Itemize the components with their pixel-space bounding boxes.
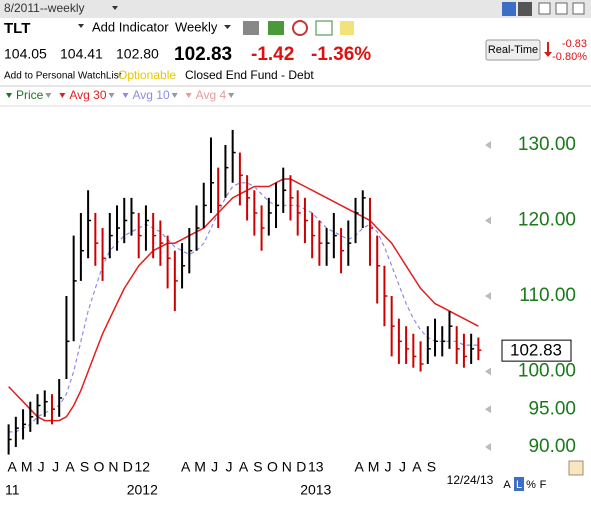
grid-icon[interactable] — [315, 20, 333, 36]
x-tick-label: N — [282, 459, 292, 475]
tick-mark — [485, 443, 491, 451]
maximize[interactable] — [555, 2, 568, 15]
moving-average — [8, 178, 479, 422]
date: 12/24/13 — [447, 473, 494, 487]
y-tick-label: 100.00 — [518, 361, 576, 382]
button[interactable]: L — [516, 479, 522, 491]
x-tick-label: S — [253, 459, 262, 475]
button[interactable]: F — [540, 479, 547, 491]
interval[interactable]: Weekly — [175, 19, 218, 34]
x-tick-label: M — [194, 459, 206, 475]
x-tick-label: A — [354, 459, 364, 475]
last-price-box — [501, 339, 572, 362]
x-tick-label: 12 — [135, 459, 151, 475]
x-tick-label: J — [226, 459, 233, 475]
tick-mark — [485, 292, 491, 300]
x-tick-label: J — [52, 459, 59, 475]
close[interactable] — [572, 2, 585, 15]
x-tick-label: O — [94, 459, 105, 475]
x-tick-label: 13 — [308, 459, 324, 475]
y-tick-label: 110.00 — [519, 285, 576, 306]
period[interactable]: 8/2011--weekly — [4, 1, 84, 15]
add-indicator[interactable]: Add Indicator — [92, 19, 169, 34]
moving-average — [8, 182, 479, 433]
last: 102.83 — [174, 44, 232, 65]
high: 104.41 — [60, 46, 103, 62]
x-tick-label: J — [38, 459, 45, 475]
year-label: 2012 — [127, 482, 158, 498]
bars-icon[interactable] — [268, 21, 284, 35]
tools-icon[interactable] — [243, 21, 259, 35]
x-tick-label: S — [427, 459, 436, 475]
button[interactable]: % — [526, 479, 536, 491]
x-tick-label: A — [65, 459, 75, 475]
y-tick-label: 130.00 — [518, 134, 576, 155]
rt-change: -0.83 — [562, 38, 587, 50]
legend-item: Price — [16, 88, 44, 102]
year-label: 11 — [5, 482, 20, 498]
x-tick-label: D — [123, 459, 133, 475]
x-tick-label: D — [296, 459, 306, 475]
button-bg[interactable] — [514, 477, 524, 491]
x-tick-label: J — [399, 459, 406, 475]
optionable: Optionable — [118, 68, 176, 82]
x-tick-label: A — [412, 459, 422, 475]
legend-arrow — [59, 93, 66, 98]
s-icon[interactable] — [502, 2, 516, 16]
fund-type: Closed End Fund - Debt — [185, 68, 314, 82]
low: 102.80 — [116, 46, 159, 62]
open: 104.05 — [4, 46, 47, 62]
y-tick-label: 120.00 — [518, 210, 576, 231]
legend-item: Avg 30 — [69, 88, 106, 102]
legend-arrow — [228, 93, 235, 98]
button[interactable]: A — [503, 479, 511, 491]
legend-item: Avg 4 — [196, 88, 227, 102]
x-tick-label: N — [108, 459, 118, 475]
x-tick-label: M — [21, 459, 33, 475]
x-tick-label: A — [239, 459, 249, 475]
watchlist[interactable]: Add to Personal WatchList — [4, 71, 122, 82]
realtime[interactable]: Real-Time — [488, 44, 538, 56]
dropdown[interactable] — [112, 6, 118, 10]
x-tick-label: S — [80, 459, 89, 475]
y-tick-label: 90.00 — [528, 436, 576, 457]
tick-mark — [485, 141, 491, 149]
year-label: 2013 — [300, 482, 331, 498]
legend-item: Avg 10 — [133, 88, 170, 102]
down-arrow — [544, 42, 552, 57]
legend-arrow — [108, 93, 115, 98]
tv-icon[interactable] — [518, 2, 532, 16]
tick-mark — [485, 405, 491, 414]
dropdown[interactable] — [78, 24, 84, 28]
symbol[interactable]: TLT — [4, 20, 30, 37]
change: -1.42 — [251, 44, 294, 65]
x-tick-label: A — [8, 459, 18, 475]
legend-arrow — [171, 93, 178, 98]
alarm-icon[interactable] — [292, 20, 308, 36]
x-tick-label: J — [385, 459, 392, 475]
edit-icon[interactable] — [568, 460, 584, 476]
rt-change-pct: -0.80% — [552, 51, 587, 63]
dropdown[interactable] — [224, 25, 231, 29]
tick-mark — [485, 367, 491, 376]
legend-arrow — [45, 93, 52, 98]
x-tick-label: A — [181, 459, 191, 475]
realtime-button[interactable] — [485, 39, 541, 61]
note-icon[interactable] — [340, 21, 354, 35]
legend-arrow — [185, 93, 192, 98]
legend-arrow — [6, 93, 12, 98]
legend-arrow — [122, 93, 129, 98]
change-pct: -1.36% — [311, 44, 371, 65]
tick-mark — [485, 216, 491, 225]
x-tick-label: O — [267, 459, 278, 475]
minimize[interactable] — [538, 2, 551, 15]
title-bar — [0, 0, 591, 18]
x-tick-label: J — [211, 459, 218, 475]
last-price: 102.83 — [510, 341, 562, 360]
x-tick-label: M — [368, 459, 380, 475]
y-tick-label: 95.00 — [528, 398, 576, 419]
